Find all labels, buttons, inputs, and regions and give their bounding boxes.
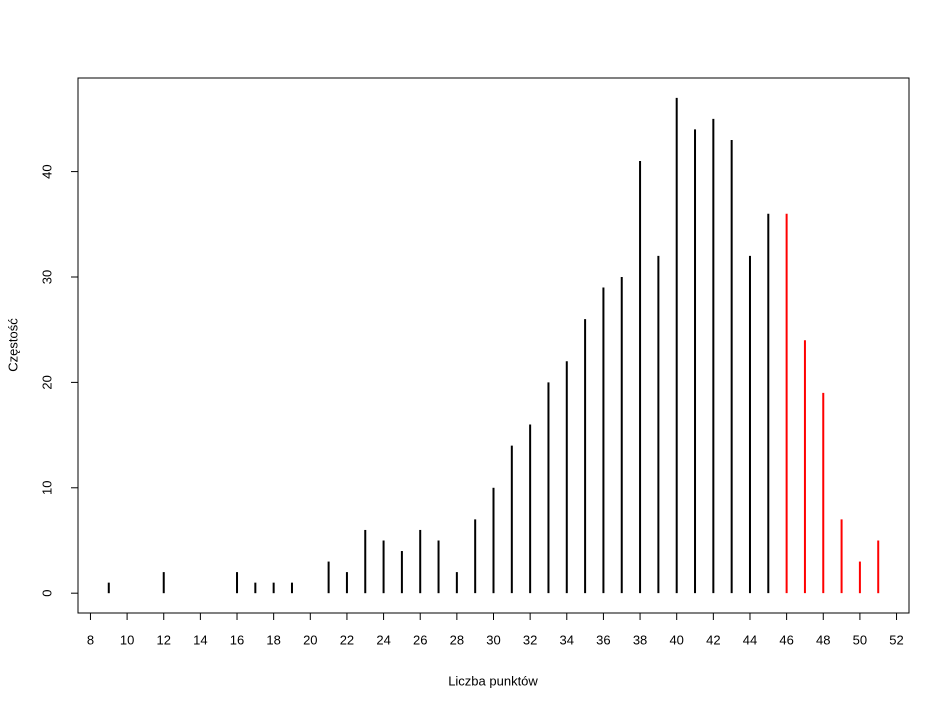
x-tick-label: 46 <box>779 632 793 647</box>
y-tick-label: 0 <box>39 590 54 597</box>
x-tick-label: 24 <box>376 632 390 647</box>
x-tick-label: 22 <box>340 632 354 647</box>
y-tick-label: 40 <box>39 164 54 178</box>
x-tick-label: 30 <box>486 632 500 647</box>
x-tick-label: 38 <box>633 632 647 647</box>
x-tick-label: 12 <box>157 632 171 647</box>
x-tick-label: 16 <box>230 632 244 647</box>
y-axis-title: Częstość <box>5 318 20 372</box>
y-tick-label: 10 <box>39 481 54 495</box>
y-tick-label: 30 <box>39 270 54 284</box>
y-tick-label: 20 <box>39 375 54 389</box>
x-tick-label: 42 <box>706 632 720 647</box>
x-tick-label: 50 <box>853 632 867 647</box>
x-tick-label: 40 <box>669 632 683 647</box>
x-tick-label: 14 <box>193 632 207 647</box>
x-tick-label: 20 <box>303 632 317 647</box>
x-tick-label: 36 <box>596 632 610 647</box>
x-tick-label: 26 <box>413 632 427 647</box>
x-axis-title: Liczba punktów <box>448 673 538 688</box>
x-tick-label: 48 <box>816 632 830 647</box>
x-tick-label: 52 <box>889 632 903 647</box>
x-tick-label: 32 <box>523 632 537 647</box>
x-tick-label: 8 <box>87 632 94 647</box>
x-tick-label: 10 <box>120 632 134 647</box>
x-tick-label: 28 <box>450 632 464 647</box>
x-tick-label: 44 <box>743 632 757 647</box>
x-tick-label: 18 <box>266 632 280 647</box>
x-tick-label: 34 <box>560 632 574 647</box>
